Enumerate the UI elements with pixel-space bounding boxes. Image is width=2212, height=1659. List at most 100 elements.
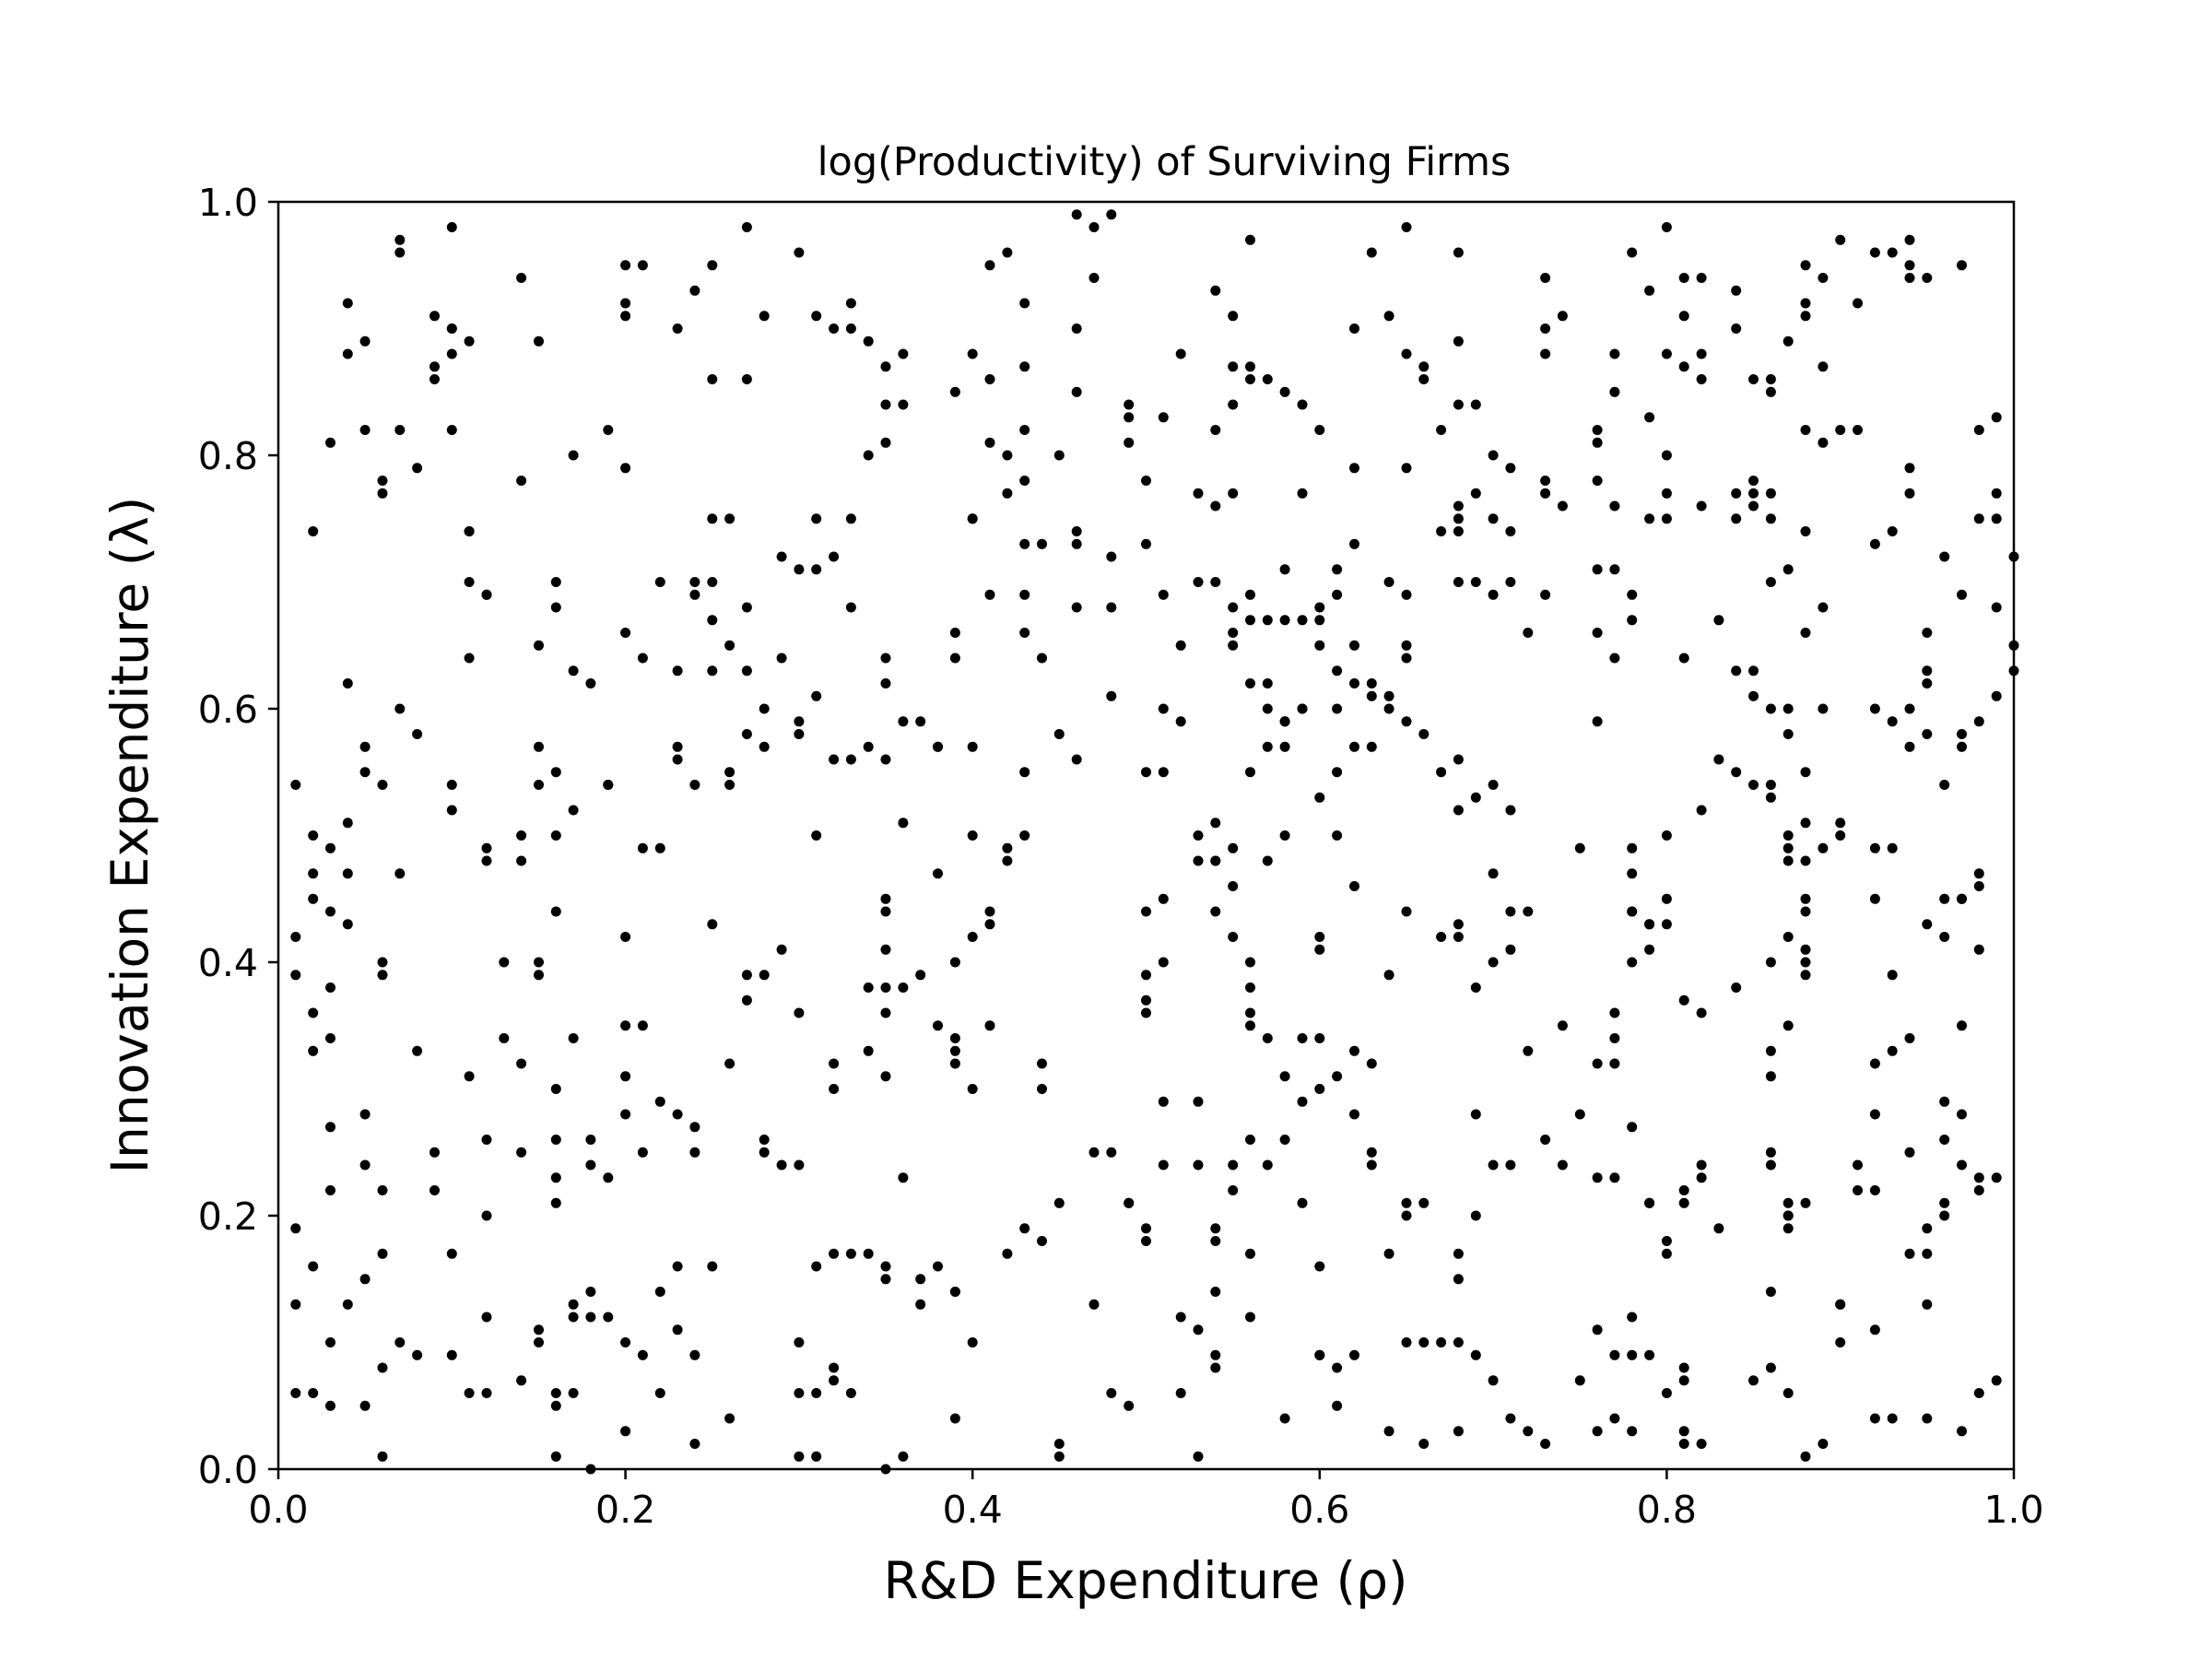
data-point-357 [1279, 741, 1290, 752]
data-point-494 [1540, 476, 1551, 486]
data-point-648 [1783, 932, 1794, 942]
data-point-503 [1609, 500, 1620, 512]
data-point-85 [534, 640, 544, 651]
data-point-633 [1800, 1451, 1811, 1462]
data-point-361 [1349, 741, 1359, 752]
data-point-137 [689, 1122, 700, 1133]
data-point-415 [1210, 425, 1221, 435]
data-point-1 [290, 932, 301, 942]
data-point-159 [811, 513, 822, 524]
data-point-592 [1922, 628, 1933, 638]
data-point-180 [880, 754, 891, 765]
data-point-634 [1783, 1388, 1794, 1398]
data-point-769 [1887, 970, 1898, 981]
data-point-471 [1401, 589, 1412, 600]
data-point-760 [1765, 386, 1776, 397]
data-point-758 [1731, 324, 1742, 334]
data-point-647 [1800, 944, 1811, 955]
data-point-757 [1661, 513, 1672, 524]
data-point-98 [637, 653, 648, 664]
data-point-372 [1332, 1071, 1343, 1082]
data-point-111 [724, 513, 735, 524]
data-point-745 [1557, 1159, 1568, 1171]
data-point-55 [429, 374, 440, 384]
data-point-105 [689, 285, 700, 296]
data-point-391 [1488, 868, 1499, 879]
data-point-298 [550, 1400, 561, 1411]
data-point-130 [637, 1020, 648, 1031]
data-point-498 [1540, 273, 1551, 283]
data-point-377 [1366, 1058, 1377, 1069]
data-point-656 [1644, 944, 1655, 955]
data-point-632 [1818, 1439, 1829, 1449]
data-point-117 [741, 602, 752, 613]
data-point-178 [829, 754, 840, 765]
data-point-717 [1210, 1287, 1221, 1297]
data-point-2 [290, 970, 301, 981]
data-point-696 [1488, 1375, 1499, 1386]
data-point-373 [1349, 1045, 1359, 1056]
data-point-208 [1106, 602, 1117, 613]
data-point-256 [949, 1287, 960, 1297]
data-point-654 [1661, 893, 1672, 904]
data-point-62 [446, 222, 457, 232]
data-point-247 [845, 1248, 856, 1259]
data-point-278 [794, 1451, 805, 1462]
data-point-779 [1835, 1299, 1846, 1310]
data-point-149 [794, 1159, 805, 1171]
data-point-164 [880, 399, 891, 410]
data-point-348 [1228, 932, 1239, 942]
data-point-37 [359, 767, 371, 778]
data-point-226 [915, 970, 926, 981]
data-point-588 [1957, 741, 1967, 752]
data-point-581 [1991, 602, 2002, 613]
data-point-776 [1853, 1159, 1863, 1171]
data-point-179 [845, 754, 856, 765]
data-point-414 [1228, 399, 1239, 410]
data-point-522 [1696, 374, 1707, 384]
data-point-311 [481, 1388, 492, 1398]
data-point-541 [1783, 842, 1794, 853]
data-point-26 [359, 1274, 371, 1285]
data-point-616 [1991, 1172, 2002, 1183]
data-point-346 [1228, 881, 1239, 891]
data-point-487 [1505, 577, 1516, 587]
data-point-531 [1765, 488, 1776, 499]
data-point-197 [984, 437, 995, 448]
data-point-491 [1523, 628, 1534, 638]
data-point-590 [1957, 589, 1967, 600]
data-point-113 [707, 615, 718, 626]
data-point-528 [1748, 488, 1759, 499]
data-point-22 [325, 1400, 335, 1411]
x-axis-label: R&D Expenditure (ρ) [883, 1551, 1407, 1610]
data-point-266 [1106, 1147, 1117, 1158]
data-point-791 [1053, 1439, 1065, 1449]
data-point-182 [880, 678, 891, 688]
data-point-441 [1175, 348, 1186, 359]
data-point-637 [1765, 1287, 1776, 1297]
data-point-275 [898, 1451, 909, 1462]
data-point-262 [1037, 1058, 1047, 1069]
data-point-573 [1904, 273, 1915, 283]
data-point-790 [1366, 690, 1377, 701]
data-point-550 [1818, 842, 1829, 853]
data-point-420 [1210, 577, 1221, 587]
data-point-490 [1488, 589, 1499, 600]
data-point-445 [1071, 209, 1082, 220]
data-point-512 [1609, 348, 1620, 359]
data-point-571 [1904, 234, 1915, 245]
data-point-133 [620, 1109, 631, 1120]
data-point-692 [1574, 1375, 1585, 1386]
data-point-284 [794, 1388, 805, 1398]
data-point-621 [1922, 1299, 1933, 1310]
data-point-18 [290, 1223, 301, 1234]
data-point-397 [1383, 703, 1394, 714]
data-point-254 [933, 1261, 943, 1272]
data-point-607 [1939, 932, 1950, 942]
data-point-146 [759, 1147, 770, 1158]
data-point-24 [342, 1299, 353, 1310]
data-point-139 [707, 919, 718, 930]
data-point-713 [1245, 1248, 1255, 1259]
data-point-617 [1939, 1197, 1950, 1208]
data-point-703 [1383, 1426, 1394, 1437]
